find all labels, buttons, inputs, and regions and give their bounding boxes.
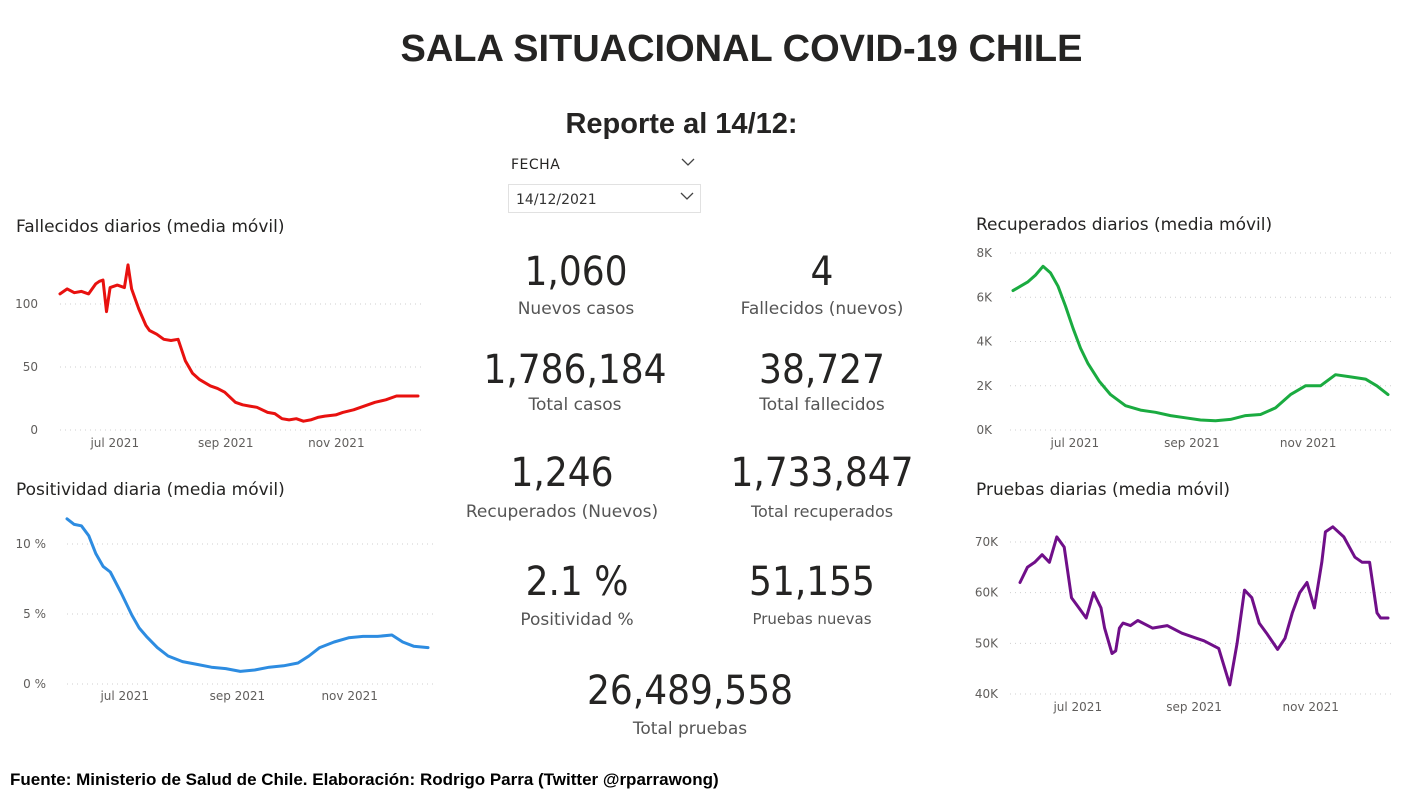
series-line bbox=[65, 517, 430, 673]
x-tick-label: nov 2021 bbox=[1280, 436, 1336, 450]
kpi-positividad: 2.1 % Positividad % bbox=[477, 558, 677, 630]
chevron-down-icon[interactable] bbox=[680, 154, 696, 174]
chart-title-positividad: Positividad diaria (media móvil) bbox=[16, 480, 285, 500]
x-tick-label: nov 2021 bbox=[308, 436, 364, 450]
x-tick-label: jul 2021 bbox=[1050, 436, 1100, 450]
slicer-label: FECHA bbox=[511, 157, 561, 173]
kpi-value: 4 bbox=[810, 249, 834, 295]
series-line bbox=[1018, 525, 1390, 687]
y-tick-label: 0 bbox=[30, 423, 38, 437]
y-tick-label: 4K bbox=[976, 335, 993, 349]
y-tick-label: 2K bbox=[976, 379, 993, 393]
kpi-total-fallecidos: 38,727 Total fallecidos bbox=[697, 346, 947, 415]
kpi-value: 1,786,184 bbox=[483, 347, 667, 393]
kpi-label: Total pruebas bbox=[632, 719, 748, 739]
kpi-value: 26,489,558 bbox=[587, 668, 793, 714]
x-tick-label: nov 2021 bbox=[1283, 700, 1339, 714]
x-tick-label: jul 2021 bbox=[99, 689, 149, 703]
source-footer: Fuente: Ministerio de Salud de Chile. El… bbox=[10, 770, 719, 789]
y-tick-label: 10 % bbox=[16, 537, 47, 551]
page-title: SALA SITUACIONAL COVID-19 CHILE bbox=[400, 28, 1083, 70]
kpi-value: 1,733,847 bbox=[730, 450, 914, 496]
chart-title-pruebas: Pruebas diarias (media móvil) bbox=[976, 480, 1231, 500]
y-tick-label: 6K bbox=[976, 290, 993, 304]
kpi-label: Positividad % bbox=[520, 610, 634, 630]
y-tick-label: 0 % bbox=[23, 677, 46, 691]
kpi-label: Recuperados (Nuevos) bbox=[465, 502, 659, 522]
chart-title-recuperados: Recuperados diarios (media móvil) bbox=[976, 215, 1273, 235]
fallecidos-line-chart[interactable]: 0 50 100 jul 2021 sep 2021 nov 2021 bbox=[0, 0, 470, 470]
kpi-total-casos: 1,786,184 Total casos bbox=[450, 346, 700, 415]
kpi-label: Total casos bbox=[528, 395, 622, 415]
y-tick-label: 100 bbox=[15, 297, 38, 311]
recuperados-line-chart[interactable]: 0K 2K 4K 6K 8K jul 2021 sep 2021 nov 2021 bbox=[0, 0, 1423, 470]
kpi-value: 2.1 % bbox=[525, 559, 629, 605]
y-tick-label: 50 bbox=[23, 360, 38, 374]
kpi-total-pruebas: 26,489,558 Total pruebas bbox=[540, 667, 840, 739]
kpi-label: Pruebas nuevas bbox=[752, 610, 872, 628]
kpi-pruebas-nuevas: 51,155 Pruebas nuevas bbox=[712, 558, 912, 628]
series-line bbox=[58, 263, 420, 423]
series-line bbox=[1011, 264, 1390, 423]
x-tick-label: jul 2021 bbox=[1052, 700, 1102, 714]
kpi-value: 1,060 bbox=[524, 249, 628, 295]
chart-title-fallecidos: Fallecidos diarios (media móvil) bbox=[16, 217, 285, 237]
kpi-fallecidos-nuevos: 4 Fallecidos (nuevos) bbox=[722, 248, 922, 319]
x-tick-label: sep 2021 bbox=[198, 436, 254, 450]
x-tick-label: sep 2021 bbox=[1164, 436, 1220, 450]
kpi-value: 38,727 bbox=[759, 347, 885, 393]
kpi-label: Nuevos casos bbox=[517, 299, 635, 319]
date-dropdown-value: 14/12/2021 bbox=[516, 192, 597, 208]
kpi-total-recuperados: 1,733,847 Total recuperados bbox=[697, 449, 947, 521]
report-date-heading: Reporte al 14/12: bbox=[565, 108, 798, 140]
kpi-value: 1,246 bbox=[510, 450, 614, 496]
date-dropdown[interactable] bbox=[508, 184, 701, 213]
kpi-recuperados-nuevos: 1,246 Recuperados (Nuevos) bbox=[457, 449, 667, 522]
x-tick-label: sep 2021 bbox=[210, 689, 266, 703]
y-tick-label: 0K bbox=[976, 423, 993, 437]
x-tick-label: sep 2021 bbox=[1166, 700, 1222, 714]
y-tick-label: 70K bbox=[975, 535, 999, 549]
kpi-label: Fallecidos (nuevos) bbox=[740, 299, 904, 319]
y-tick-label: 5 % bbox=[23, 607, 46, 621]
y-tick-label: 60K bbox=[975, 586, 999, 600]
x-tick-label: nov 2021 bbox=[321, 689, 377, 703]
chevron-down-icon[interactable] bbox=[679, 188, 695, 208]
kpi-label: Total recuperados bbox=[750, 502, 894, 521]
kpi-label: Total fallecidos bbox=[759, 395, 885, 415]
x-tick-label: jul 2021 bbox=[89, 436, 139, 450]
kpi-nuevos-casos: 1,060 Nuevos casos bbox=[476, 248, 676, 319]
y-tick-label: 40K bbox=[975, 687, 999, 701]
kpi-value: 51,155 bbox=[749, 559, 875, 605]
y-tick-label: 8K bbox=[976, 246, 993, 260]
positividad-line-chart[interactable]: 0 % 5 % 10 % jul 2021 sep 2021 nov 2021 bbox=[0, 0, 470, 720]
y-tick-label: 50K bbox=[975, 636, 999, 650]
